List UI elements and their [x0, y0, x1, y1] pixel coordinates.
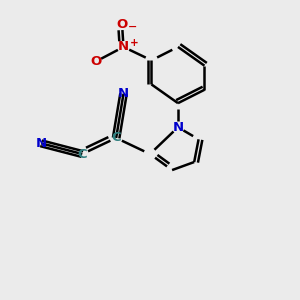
Text: N: N: [118, 87, 129, 100]
Text: N: N: [35, 137, 46, 150]
Text: N: N: [172, 121, 184, 134]
Text: −: −: [128, 22, 137, 32]
Text: C: C: [77, 148, 87, 160]
Text: +: +: [129, 38, 138, 48]
Text: O: O: [116, 18, 128, 31]
Text: C: C: [111, 131, 121, 145]
Text: N: N: [118, 40, 129, 53]
Text: O: O: [90, 55, 101, 68]
